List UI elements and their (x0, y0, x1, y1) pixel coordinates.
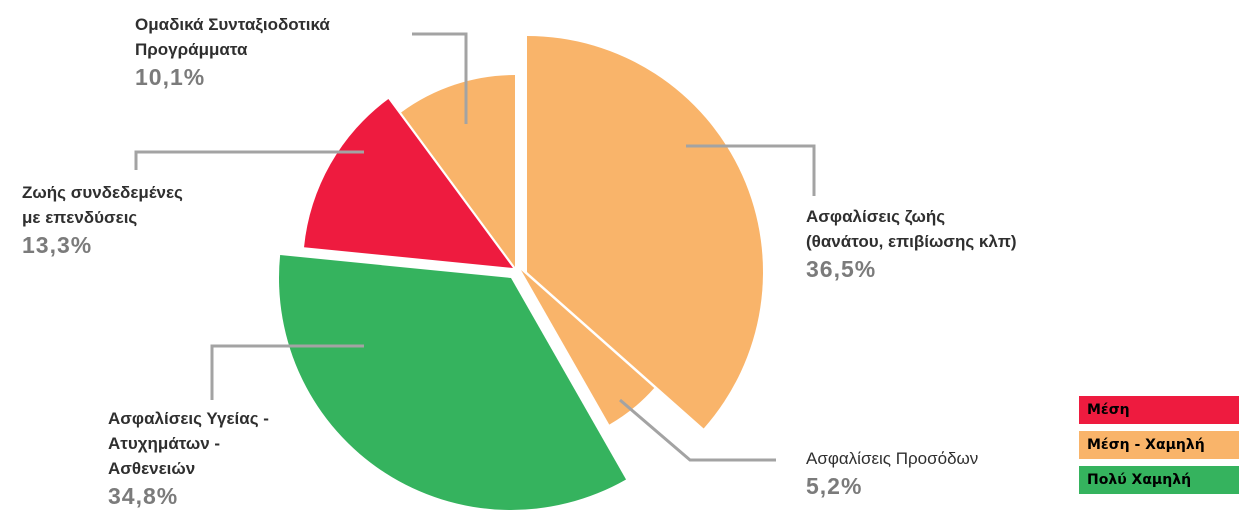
slice-value-label: 36,5% (806, 256, 877, 282)
legend-item-very-low: Πολύ Χαμηλή (1079, 466, 1239, 494)
slice-value-label: 10,1% (135, 64, 206, 90)
leader-line-life (686, 144, 816, 196)
legend-item-medium-low: Μέση - Χαμηλή (1079, 431, 1239, 459)
slice-label-group-unit-linked: Ζωής συνδεδεμένες με επενδύσεις 13,3% (22, 180, 183, 260)
pie-slice-unit-linked (304, 98, 513, 268)
slice-label-line: Ασφαλίσεις Προσόδων (806, 449, 979, 468)
slice-label-line: Προγράμματα (135, 40, 248, 59)
slice-value-label: 34,8% (108, 483, 179, 509)
slice-label-line: Ατυχημάτων - (108, 434, 221, 453)
leader-line-pension (412, 32, 468, 124)
slice-label-line: (θανάτου, επιβίωσης κλπ) (806, 232, 1017, 251)
slice-label-line: Ασθενειών (108, 459, 196, 478)
slice-label-line: Ομαδικά Συνταξιοδοτικά (135, 15, 330, 34)
slice-value-label: 13,3% (22, 232, 93, 258)
slice-value-label: 5,2% (806, 473, 863, 499)
leader-line-health (210, 344, 364, 400)
legend: Μέση Μέση - Χαμηλή Πολύ Χαμηλή (1079, 396, 1239, 501)
slice-label-group-annuity: Ασφαλίσεις Προσόδων 5,2% (806, 446, 978, 501)
slice-label-group-health: Ασφαλίσεις Υγείας - Ατυχημάτων - Ασθενει… (108, 406, 269, 511)
slice-label-group-life: Ασφαλίσεις ζωής (θανάτου, επιβίωσης κλπ)… (806, 204, 1017, 284)
slice-label-line: Ασφαλίσεις ζωής (806, 207, 946, 226)
pie-slice-annuity (521, 270, 655, 425)
pie-slice-pension (401, 75, 515, 267)
slice-label-line: Ασφαλίσεις Υγείας - (108, 409, 269, 428)
leader-line-annuity (619, 398, 776, 462)
legend-item-medium: Μέση (1079, 396, 1239, 424)
slice-label-line: Ζωής συνδεδεμένες (22, 183, 183, 202)
slice-label-group-pension: Ομαδικά Συνταξιοδοτικά Προγράμματα 10,1% (135, 12, 330, 92)
pie-slice-life (527, 36, 763, 429)
slice-label-line: με επενδύσεις (22, 208, 138, 227)
leader-line-unit-linked (134, 150, 364, 170)
pie-slice-health (279, 255, 627, 510)
